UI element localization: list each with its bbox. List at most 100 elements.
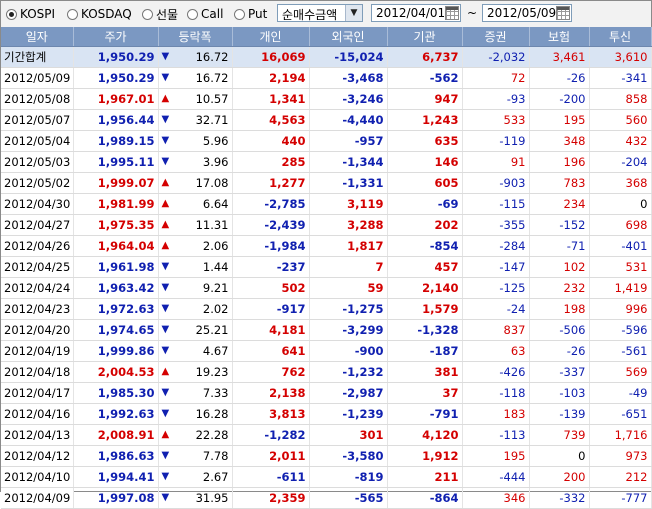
change-cell: ▼ 7.78 bbox=[158, 445, 233, 467]
foreign-cell: -819 bbox=[309, 466, 388, 488]
securities-cell: -24 bbox=[462, 298, 530, 320]
table-row[interactable]: 2012/05/04 1,989.15 ▼ 5.96 440 -957 635 -119 348… bbox=[1, 130, 652, 152]
table-row[interactable]: 2012/04/23 1,972.63 ▼ 2.02 -917 -1,275 1,579 -2… bbox=[1, 298, 652, 320]
header-trust[interactable]: 투신 bbox=[589, 27, 652, 47]
header-date[interactable]: 일자 bbox=[1, 27, 74, 47]
table-row[interactable]: 2012/04/16 1,992.63 ▼ 16.28 3,813 -1,239 -791 1… bbox=[1, 403, 652, 425]
table-row[interactable]: 2012/05/09 1,950.29 ▼ 16.72 2,194 -3,468 -562 7… bbox=[1, 67, 652, 89]
metric-select-value: 순매수금액 bbox=[282, 8, 338, 22]
table-row[interactable]: 2012/04/25 1,961.98 ▼ 1.44 -237 7 457 -147 102 53… bbox=[1, 256, 652, 278]
table-row[interactable]: 2012/05/02 1,999.07 ▲ 17.08 1,277 -1,331 605 -9… bbox=[1, 172, 652, 194]
table-row[interactable]: 2012/04/10 1,994.41 ▼ 2.67 -611 -819 211 -444 20… bbox=[1, 466, 652, 488]
trust-cell: -777 bbox=[589, 487, 652, 509]
radio-call[interactable]: Call bbox=[187, 6, 223, 22]
price-cell: 1,986.63 bbox=[73, 445, 159, 467]
securities-cell: -284 bbox=[462, 235, 530, 257]
table-row[interactable]: 2012/05/03 1,995.11 ▼ 3.96 285 -1,344 146 91 196… bbox=[1, 151, 652, 173]
change-value: 31.95 bbox=[195, 491, 229, 505]
table-row[interactable]: 2012/04/30 1,981.99 ▲ 6.64 -2,785 3,119 -69 -11… bbox=[1, 193, 652, 215]
triangle-up-icon: ▲ bbox=[161, 429, 170, 440]
triangle-up-icon: ▲ bbox=[161, 240, 170, 251]
radio-put-label: Put bbox=[248, 7, 268, 21]
foreign-cell: -15,024 bbox=[309, 46, 388, 68]
change-cell: ▼ 25.21 bbox=[158, 319, 233, 341]
date-cell: 2012/05/08 bbox=[1, 88, 74, 110]
header-insurance[interactable]: 보험 bbox=[529, 27, 590, 47]
change-cell: ▼ 31.95 bbox=[158, 487, 233, 509]
table-row[interactable]: 2012/04/18 2,004.53 ▲ 19.23 762 -1,232 381 -426… bbox=[1, 361, 652, 383]
radio-kosdaq[interactable]: KOSDAQ bbox=[67, 6, 132, 22]
date-cell: 2012/04/27 bbox=[1, 214, 74, 236]
change-cell: ▼ 1.44 bbox=[158, 256, 233, 278]
trust-cell: 531 bbox=[589, 256, 652, 278]
calendar-icon[interactable] bbox=[556, 6, 570, 20]
triangle-down-icon: ▼ bbox=[161, 114, 170, 125]
change-cell: ▲ 10.57 bbox=[158, 88, 233, 110]
change-value: 16.72 bbox=[195, 50, 229, 64]
table-row[interactable]: 2012/04/12 1,986.63 ▼ 7.78 2,011 -3,580 1,912 1… bbox=[1, 445, 652, 467]
radio-futures[interactable]: 선물 bbox=[142, 6, 178, 22]
triangle-up-icon: ▲ bbox=[161, 198, 170, 209]
table-row[interactable]: 2012/04/27 1,975.35 ▲ 11.31 -2,439 3,288 202 -3… bbox=[1, 214, 652, 236]
individual-cell: 1,277 bbox=[232, 172, 310, 194]
metric-select[interactable]: 순매수금액 ▼ bbox=[277, 4, 363, 22]
date-from-field[interactable]: 2012/04/01 bbox=[371, 4, 461, 22]
institution-cell: 605 bbox=[387, 172, 463, 194]
securities-cell: -118 bbox=[462, 382, 530, 404]
table-row[interactable]: 2012/05/08 1,967.01 ▲ 10.57 1,341 -3,246 947 -9… bbox=[1, 88, 652, 110]
table-row[interactable]: 2012/04/13 2,008.91 ▲ 22.28 -1,282 301 4,120 -1… bbox=[1, 424, 652, 446]
date-cell: 2012/04/12 bbox=[1, 445, 74, 467]
radio-kospi[interactable]: KOSPI bbox=[6, 6, 55, 22]
price-cell: 1,989.15 bbox=[73, 130, 159, 152]
trust-cell: 212 bbox=[589, 466, 652, 488]
insurance-cell: -200 bbox=[529, 88, 590, 110]
foreign-cell: -3,580 bbox=[309, 445, 388, 467]
institution-cell: 1,579 bbox=[387, 298, 463, 320]
change-cell: ▼ 16.72 bbox=[158, 67, 233, 89]
institution-cell: 4,120 bbox=[387, 424, 463, 446]
calendar-icon[interactable] bbox=[445, 6, 459, 20]
change-value: 16.72 bbox=[195, 71, 229, 85]
date-cell: 2012/04/13 bbox=[1, 424, 74, 446]
institution-cell: -69 bbox=[387, 193, 463, 215]
table-row[interactable]: 2012/04/26 1,964.04 ▲ 2.06 -1,984 1,817 -854 -2… bbox=[1, 235, 652, 257]
foreign-cell: -1,232 bbox=[309, 361, 388, 383]
change-cell: ▼ 3.96 bbox=[158, 151, 233, 173]
insurance-cell: 348 bbox=[529, 130, 590, 152]
foreign-cell: -1,275 bbox=[309, 298, 388, 320]
header-individual[interactable]: 개인 bbox=[232, 27, 310, 47]
table-row[interactable]: 2012/04/19 1,999.86 ▼ 4.67 641 -900 -187 63 -26-… bbox=[1, 340, 652, 362]
foreign-cell: 3,119 bbox=[309, 193, 388, 215]
chevron-down-icon[interactable]: ▼ bbox=[345, 5, 362, 21]
individual-cell: 285 bbox=[232, 151, 310, 173]
insurance-cell: 783 bbox=[529, 172, 590, 194]
header-institution[interactable]: 기관 bbox=[387, 27, 463, 47]
date-to-field[interactable]: 2012/05/09 bbox=[482, 4, 572, 22]
date-cell: 2012/04/09 bbox=[1, 487, 74, 509]
summary-row[interactable]: 기간합계 1,950.29 ▼ 16.72 16,069 -15,024 6,737 -2,0… bbox=[1, 46, 652, 68]
foreign-cell: -957 bbox=[309, 130, 388, 152]
date-cell: 기간합계 bbox=[1, 46, 74, 68]
table-row[interactable]: 2012/04/20 1,974.65 ▼ 25.21 4,181 -3,299 -1,32… bbox=[1, 319, 652, 341]
header-foreign[interactable]: 외국인 bbox=[309, 27, 388, 47]
insurance-cell: 3,461 bbox=[529, 46, 590, 68]
header-price[interactable]: 주가 bbox=[73, 27, 159, 47]
triangle-up-icon: ▲ bbox=[161, 219, 170, 230]
price-cell: 2,004.53 bbox=[73, 361, 159, 383]
trust-cell: -561 bbox=[589, 340, 652, 362]
foreign-cell: 3,288 bbox=[309, 214, 388, 236]
trust-cell: 1,419 bbox=[589, 277, 652, 299]
table-row[interactable]: 2012/04/17 1,985.30 ▼ 7.33 2,138 -2,987 37 -118… bbox=[1, 382, 652, 404]
table-row[interactable]: 2012/04/24 1,963.42 ▼ 9.21 502 59 2,140 -125 232… bbox=[1, 277, 652, 299]
date-cell: 2012/04/24 bbox=[1, 277, 74, 299]
change-value: 9.21 bbox=[202, 281, 229, 295]
price-cell: 1,975.35 bbox=[73, 214, 159, 236]
individual-cell: 2,194 bbox=[232, 67, 310, 89]
radio-put[interactable]: Put bbox=[234, 6, 267, 22]
header-securities[interactable]: 증권 bbox=[462, 27, 530, 47]
table-row[interactable]: 2012/04/09 1,997.08 ▼ 31.95 2,359 -565 -864 346… bbox=[1, 487, 652, 509]
foreign-cell: 7 bbox=[309, 256, 388, 278]
change-value: 11.31 bbox=[195, 218, 229, 232]
table-row[interactable]: 2012/05/07 1,956.44 ▼ 32.71 4,563 -4,440 1,243… bbox=[1, 109, 652, 131]
header-change[interactable]: 등락폭 bbox=[158, 27, 233, 47]
